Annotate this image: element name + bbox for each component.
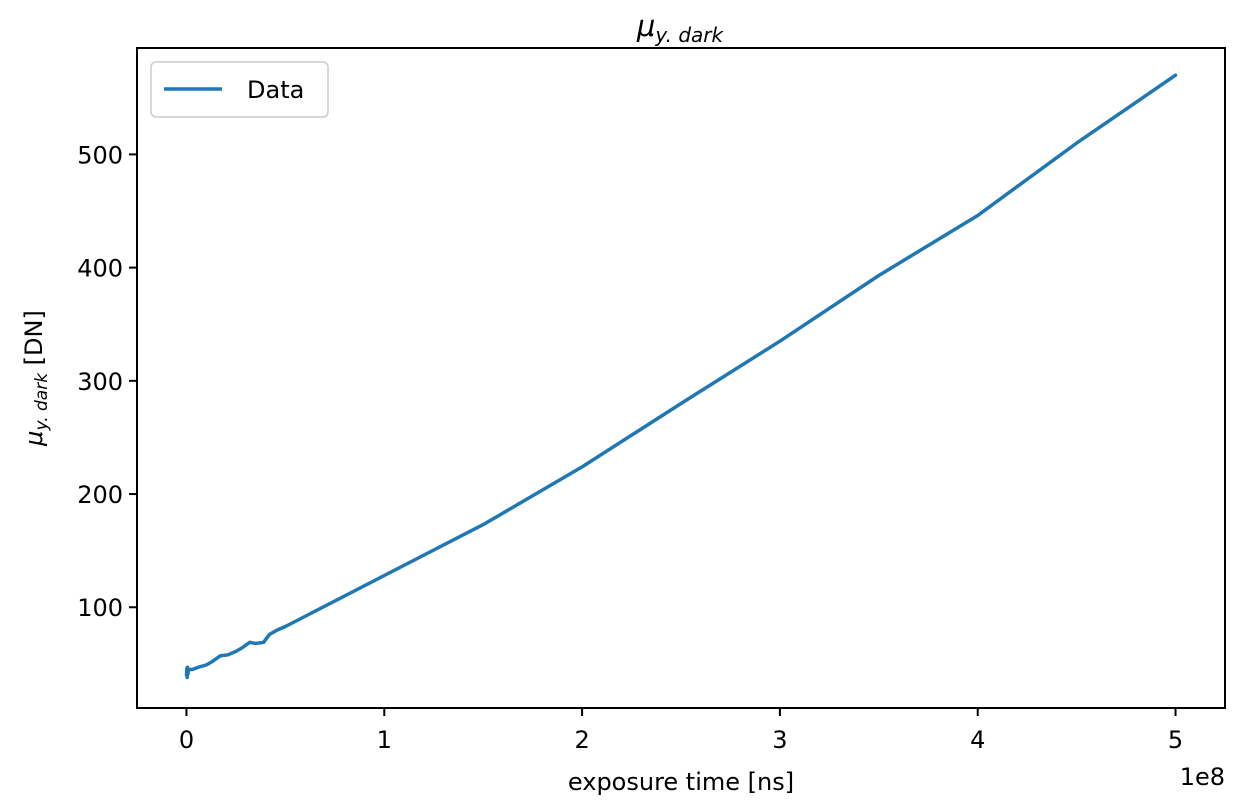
x-axis-label: exposure time [ns] (568, 768, 794, 796)
y-axis-label-unit: [DN] (20, 310, 48, 373)
x-tick-label: 1 (377, 726, 392, 754)
legend: Data (150, 61, 329, 118)
x-tick-label: 0 (179, 726, 194, 754)
chart-title-base: μ (636, 9, 655, 43)
x-tick-label: 5 (1168, 726, 1183, 754)
x-axis-offset-text: 1e8 (1180, 763, 1225, 791)
legend-box (150, 61, 329, 118)
legend-label: Data (247, 76, 304, 104)
y-axis-label: μy. dark [DN] (20, 310, 52, 447)
plot-area (184, 73, 1178, 680)
plot-frame (136, 47, 1226, 709)
data-series-line (184, 73, 1178, 680)
y-tick-label: 100 (77, 594, 123, 622)
x-tick-label: 2 (574, 726, 589, 754)
y-axis-label-subscript: y. dark (32, 372, 52, 432)
y-axis-label-base: μ (20, 431, 48, 447)
y-tick-label: 500 (77, 141, 123, 169)
x-tick-label: 3 (772, 726, 787, 754)
x-tick-label: 4 (970, 726, 985, 754)
chart-title-subscript: y. dark (654, 23, 724, 47)
x-axis-ticks: 0 1 2 3 4 5 (179, 708, 1183, 754)
y-tick-label: 400 (77, 255, 123, 283)
y-tick-label: 300 (77, 368, 123, 396)
y-tick-label: 200 (77, 481, 123, 509)
chart-title: μy. dark (636, 9, 725, 47)
y-axis-ticks: 100 200 300 400 500 (77, 141, 137, 622)
